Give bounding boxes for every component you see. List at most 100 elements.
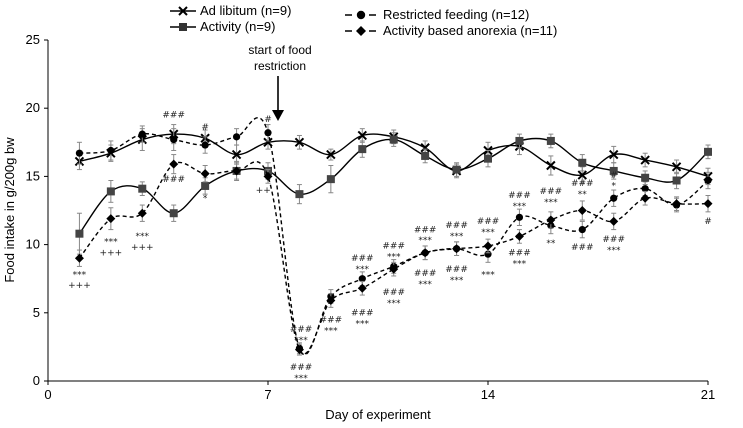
food-restriction-annotation: start of food restriction — [248, 43, 312, 121]
significance-mark: *** — [450, 232, 464, 242]
legend-label-aba: Activity based anorexia (n=11) — [383, 23, 557, 38]
significance-mark: ### — [414, 269, 437, 279]
data-point-act — [201, 181, 210, 190]
significance-mark: * — [611, 182, 616, 192]
significance-mark: +++ — [100, 249, 123, 259]
data-point-adlib — [577, 170, 587, 180]
data-point-adlib — [420, 143, 430, 153]
data-point-aba — [200, 169, 210, 179]
legend-label-rf: Restricted feeding (n=12) — [383, 7, 529, 22]
y-tick-label: 25 — [26, 32, 40, 47]
annotation-text-line1: start of food — [248, 43, 311, 57]
data-point-rf — [358, 275, 366, 283]
significance-mark: *** — [73, 270, 87, 280]
legend-item-aba: Activity based anorexia (n=11) — [345, 23, 557, 38]
data-point-rf — [704, 176, 712, 185]
significance-mark: # — [264, 115, 272, 125]
significance-mark: # — [201, 123, 209, 133]
data-point-act — [358, 145, 367, 154]
significance-mark: *** — [294, 374, 308, 384]
series-aba — [74, 154, 713, 356]
significance-mark: ### — [602, 235, 625, 245]
significance-mark: *** — [356, 265, 370, 275]
series-line-aba — [78, 161, 709, 355]
data-point-aba — [357, 283, 367, 293]
data-point-act — [484, 154, 492, 163]
x-tick-label: 14 — [481, 387, 495, 402]
data-point-rf — [264, 129, 272, 137]
data-point-aba — [137, 208, 147, 218]
significance-mark: ### — [290, 363, 313, 373]
data-point-rf — [515, 213, 524, 221]
legend-marker-aba — [356, 26, 366, 36]
significance-mark: *** — [356, 319, 370, 329]
data-point-act — [75, 229, 84, 238]
y-tick-label: 0 — [33, 373, 40, 388]
significance-mark: ### — [571, 243, 594, 253]
legend-item-act: Activity (n=9) — [170, 19, 276, 34]
significance-mark: ### — [571, 179, 594, 189]
data-point-act — [704, 147, 712, 156]
data-point-rf — [232, 133, 241, 141]
significance-mark: ### — [290, 325, 313, 335]
significance-mark: * — [203, 194, 208, 204]
significance-mark: ** — [546, 239, 556, 249]
data-point-act — [326, 175, 335, 184]
axes: 0 5 10 15 20 25 0 7 14 21 Day of experiment Food… — [2, 32, 715, 422]
y-tick-label: 20 — [26, 100, 40, 115]
data-point-rf — [75, 149, 84, 157]
data-point-aba — [420, 248, 430, 258]
data-point-act — [609, 166, 618, 175]
significance-mark: ### — [320, 315, 343, 325]
data-point-act — [515, 136, 524, 145]
y-axis-title: Food intake in g/200g bw — [2, 137, 17, 283]
data-point-adlib — [294, 137, 305, 148]
legend-label-adlib: Ad libitum (n=9) — [200, 3, 291, 18]
data-point-rf — [578, 225, 586, 234]
data-point-act — [578, 158, 587, 167]
legend-marker-act — [179, 23, 187, 31]
significance-mark: *** — [481, 228, 495, 238]
significance-mark: *** — [387, 253, 401, 263]
data-point-adlib — [546, 160, 556, 171]
data-point-aba — [703, 199, 713, 209]
data-point-act — [389, 135, 398, 144]
significance-mark: *** — [418, 280, 432, 290]
plot-area: ***+++***+++***+++#######*#++###***###**… — [68, 111, 713, 384]
data-point-adlib — [671, 162, 682, 172]
significance-mark: +++ — [131, 243, 154, 253]
data-point-aba — [232, 166, 242, 176]
significance-mark: *** — [136, 232, 150, 242]
data-point-rf — [641, 185, 649, 193]
data-point-aba — [514, 231, 524, 241]
significance-mark: *** — [450, 276, 464, 286]
legend-item-adlib: Ad libitum (n=9) — [170, 3, 291, 18]
data-point-aba — [672, 199, 682, 209]
y-tick-label: 5 — [33, 305, 40, 320]
significance-mark: *** — [324, 326, 338, 336]
significance-mark: ** — [578, 190, 588, 200]
data-point-rf — [138, 130, 146, 138]
legend-label-act: Activity (n=9) — [200, 19, 276, 34]
data-point-aba — [169, 159, 179, 169]
data-point-adlib — [609, 149, 619, 160]
significance-mark: ### — [351, 309, 374, 319]
data-point-act — [295, 190, 304, 199]
data-point-act — [546, 136, 555, 145]
data-point-adlib — [231, 149, 242, 160]
significance-mark: ### — [508, 249, 531, 259]
data-point-act — [138, 184, 147, 193]
significance-mark: *** — [481, 270, 495, 280]
x-tick-label: 0 — [44, 387, 51, 402]
y-axis-ticks: 0 5 10 15 20 25 — [26, 32, 48, 388]
significance-mark: # — [610, 171, 618, 181]
legend-marker-adlib — [178, 6, 188, 16]
significance-mark: *** — [104, 238, 118, 248]
data-point-aba — [326, 296, 336, 306]
data-point-adlib — [640, 155, 650, 165]
x-axis-ticks: 0 7 14 21 — [44, 381, 715, 402]
significance-mark: ### — [508, 191, 531, 201]
series-act — [75, 132, 712, 255]
data-point-aba — [294, 345, 304, 355]
